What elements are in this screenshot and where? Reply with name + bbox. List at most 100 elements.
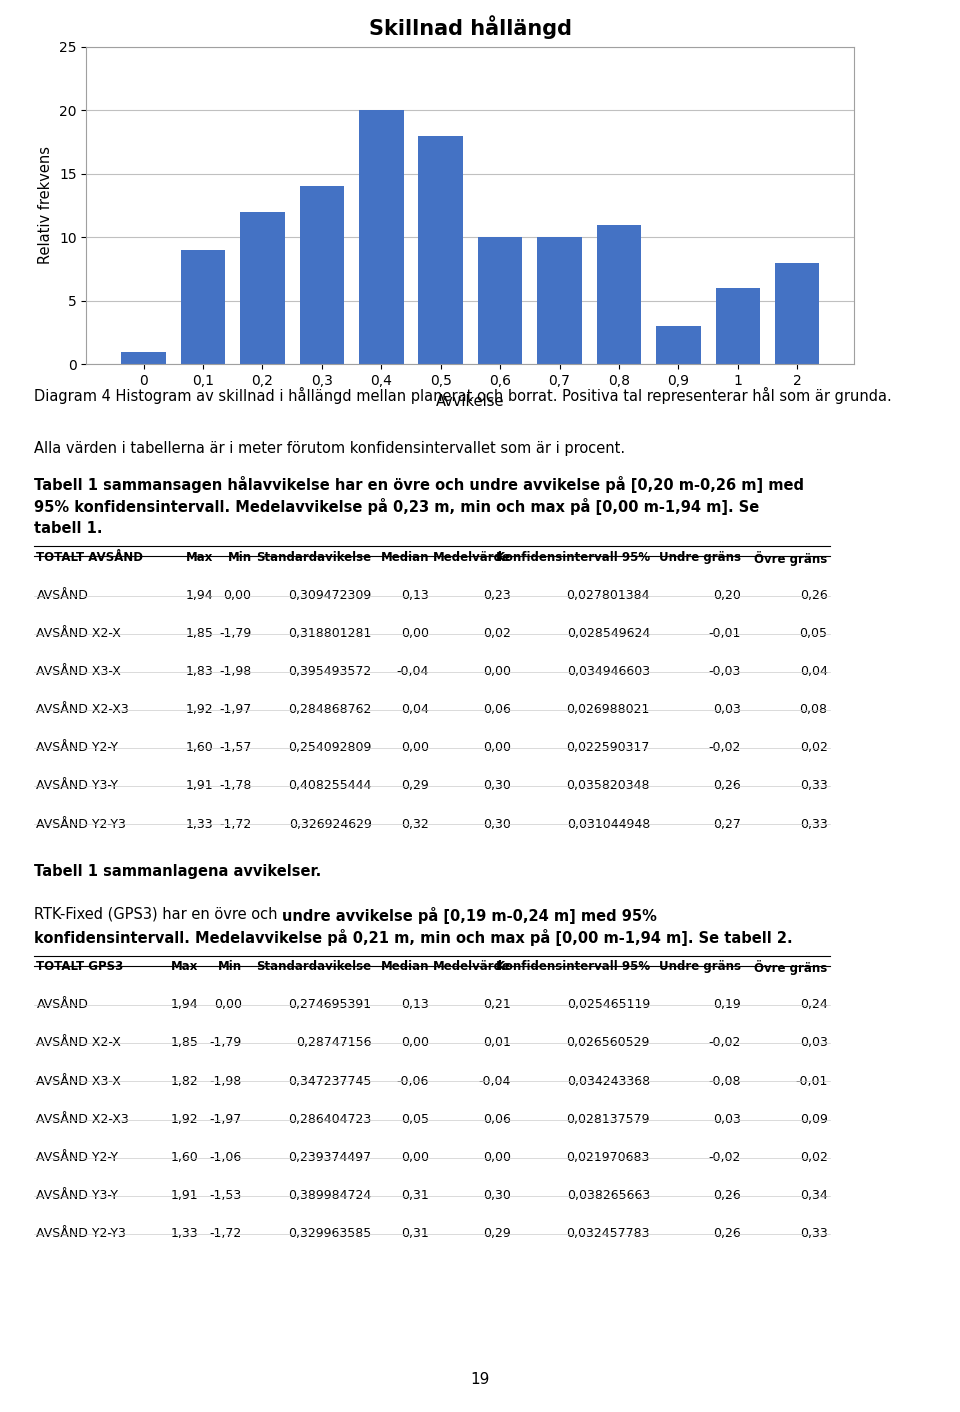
Text: -0,03: -0,03 [708,665,741,678]
Text: 0,26: 0,26 [800,589,828,602]
Text: 0,26: 0,26 [713,1189,741,1202]
Text: 0,031044948: 0,031044948 [566,818,650,830]
Text: 0,274695391: 0,274695391 [288,998,372,1011]
Text: 0,03: 0,03 [800,1036,828,1049]
Text: 0,33: 0,33 [800,779,828,792]
Text: 1,92: 1,92 [185,703,213,716]
Text: -1,97: -1,97 [219,703,252,716]
Text: Min: Min [228,551,252,563]
Text: -1,79: -1,79 [219,627,252,640]
Text: AVSÅND Y2-Y3: AVSÅND Y2-Y3 [36,1227,127,1240]
Text: 0,13: 0,13 [401,589,429,602]
Text: Övre gräns: Övre gräns [755,960,828,976]
Title: Skillnad hållängd: Skillnad hållängd [369,16,572,40]
Text: AVSÅND X3-X: AVSÅND X3-X [36,665,121,678]
Text: 0,28747156: 0,28747156 [296,1036,372,1049]
Text: -0,04: -0,04 [396,665,429,678]
Text: 0,034946603: 0,034946603 [566,665,650,678]
Text: 0,03: 0,03 [713,1113,741,1125]
Text: Standardavikelse: Standardavikelse [256,551,372,563]
Text: 1,82: 1,82 [171,1075,199,1087]
Text: Alla värden i tabellerna är i meter förutom konfidensintervallet som är i procen: Alla värden i tabellerna är i meter föru… [34,441,625,456]
Text: AVSÅND Y2-Y: AVSÅND Y2-Y [36,1151,118,1163]
Text: -1,72: -1,72 [209,1227,242,1240]
Text: 0,32: 0,32 [401,818,429,830]
X-axis label: Avvikelse: Avvikelse [436,394,505,408]
Text: 1,85: 1,85 [171,1036,199,1049]
Text: 0,30: 0,30 [483,818,511,830]
Text: AVSÅND: AVSÅND [36,998,88,1011]
Text: 1,60: 1,60 [185,741,213,754]
Text: -1,97: -1,97 [209,1113,242,1125]
Text: 0,34: 0,34 [800,1189,828,1202]
Text: 0,038265663: 0,038265663 [566,1189,650,1202]
Text: 0,26: 0,26 [713,779,741,792]
Bar [478,237,522,364]
Text: Övre gräns: Övre gräns [755,551,828,566]
Text: 0,034243368: 0,034243368 [566,1075,650,1087]
Text: 0,022590317: 0,022590317 [566,741,650,754]
Text: -1,79: -1,79 [209,1036,242,1049]
Text: 0,02: 0,02 [800,1151,828,1163]
Text: 1,91: 1,91 [185,779,213,792]
Bar [121,352,166,364]
Text: 0,33: 0,33 [800,818,828,830]
Text: 0,27: 0,27 [713,818,741,830]
Bar [300,186,344,364]
Text: 0,04: 0,04 [401,703,429,716]
Text: 0,318801281: 0,318801281 [288,627,372,640]
Text: konfidensintervall. Medelavvikelse på 0,21 m, min och max på [0,00 m-1,94 m]. Se: konfidensintervall. Medelavvikelse på 0,… [34,929,792,946]
Text: 0,028549624: 0,028549624 [566,627,650,640]
Text: 0,13: 0,13 [401,998,429,1011]
Text: 1,83: 1,83 [185,665,213,678]
Text: tabell 1.: tabell 1. [34,521,102,537]
Text: Max: Max [171,960,199,973]
Text: 0,06: 0,06 [483,703,511,716]
Text: 0,00: 0,00 [401,1151,429,1163]
Text: 0,33: 0,33 [800,1227,828,1240]
Text: 0,00: 0,00 [224,589,252,602]
Bar [715,288,760,364]
Text: 0,03: 0,03 [713,703,741,716]
Text: 0,284868762: 0,284868762 [288,703,372,716]
Text: -1,98: -1,98 [209,1075,242,1087]
Text: Median: Median [380,960,429,973]
Text: 0,309472309: 0,309472309 [288,589,372,602]
Text: 0,389984724: 0,389984724 [288,1189,372,1202]
Text: 0,326924629: 0,326924629 [289,818,372,830]
Text: Standardavikelse: Standardavikelse [256,960,372,973]
Bar [359,110,403,364]
Text: 0,329963585: 0,329963585 [288,1227,372,1240]
Text: 0,00: 0,00 [401,1036,429,1049]
Text: Konfidensintervall 95%: Konfidensintervall 95% [495,960,650,973]
Text: AVSÅND X2-X: AVSÅND X2-X [36,1036,121,1049]
Text: AVSÅND Y3-Y: AVSÅND Y3-Y [36,779,118,792]
Text: AVSÅND: AVSÅND [36,589,88,602]
Text: 0,04: 0,04 [800,665,828,678]
Text: Median: Median [380,551,429,563]
Text: AVSÅND Y3-Y: AVSÅND Y3-Y [36,1189,118,1202]
Text: Diagram 4 Histogram av skillnad i hållängd mellan planerat och borrat. Positiva : Diagram 4 Histogram av skillnad i hållän… [34,387,891,404]
Text: 0,02: 0,02 [483,627,511,640]
Text: -1,57: -1,57 [219,741,252,754]
Text: 0,028137579: 0,028137579 [566,1113,650,1125]
Text: RTK-Fixed (GPS3) har en övre och: RTK-Fixed (GPS3) har en övre och [34,907,281,922]
Text: AVSÅND X2-X3: AVSÅND X2-X3 [36,1113,130,1125]
Text: 0,347237745: 0,347237745 [288,1075,372,1087]
Text: -1,53: -1,53 [209,1189,242,1202]
Text: 0,00: 0,00 [483,1151,511,1163]
Text: 0,21: 0,21 [483,998,511,1011]
Bar [538,237,582,364]
Text: 0,31: 0,31 [401,1227,429,1240]
Text: 1,33: 1,33 [171,1227,199,1240]
Text: 0,19: 0,19 [713,998,741,1011]
Bar [419,136,463,364]
Bar [775,263,820,364]
Text: 0,021970683: 0,021970683 [566,1151,650,1163]
Bar [180,250,226,364]
Text: 0,00: 0,00 [401,627,429,640]
Text: 1,33: 1,33 [185,818,213,830]
Text: AVSÅND Y2-Y3: AVSÅND Y2-Y3 [36,818,127,830]
Text: 0,286404723: 0,286404723 [288,1113,372,1125]
Text: Medelvärde: Medelvärde [433,551,511,563]
